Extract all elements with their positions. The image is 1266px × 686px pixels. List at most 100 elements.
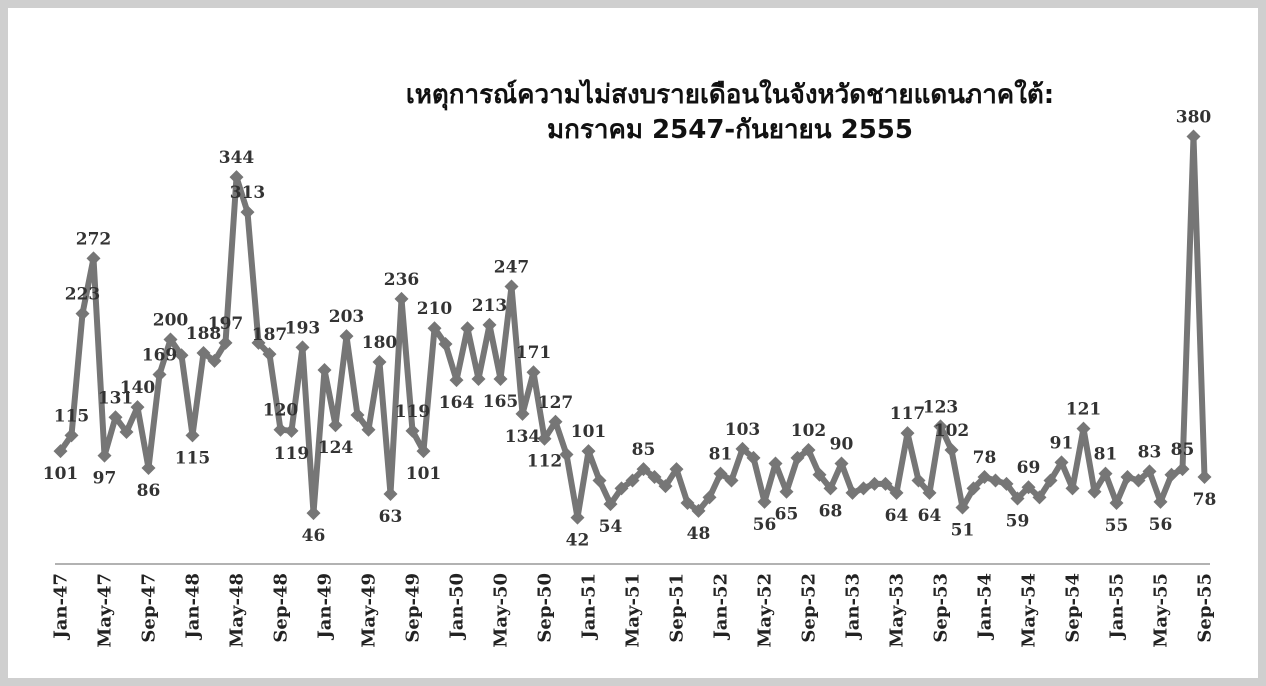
marker (856, 481, 871, 496)
marker (713, 466, 728, 481)
data-label: 120 (263, 401, 299, 421)
data-label: 51 (951, 520, 975, 540)
marker (427, 321, 442, 336)
data-label: 78 (1193, 490, 1217, 510)
x-tick-label: Jan-48 (183, 573, 204, 641)
marker (1098, 466, 1113, 481)
x-tick-label: May-53 (887, 573, 908, 648)
marker (911, 473, 926, 488)
data-label: 55 (1105, 516, 1129, 536)
marker (273, 422, 288, 437)
marker (636, 462, 651, 477)
marker (537, 431, 552, 446)
data-label: 169 (142, 345, 178, 365)
marker (284, 423, 299, 438)
x-tick-label: Sep-55 (1195, 573, 1216, 643)
marker (977, 470, 992, 485)
marker (53, 444, 68, 459)
marker (812, 467, 827, 482)
marker (867, 476, 882, 491)
marker (746, 450, 761, 465)
data-label: 63 (379, 507, 403, 527)
data-label: 140 (120, 378, 156, 398)
data-label: 165 (483, 392, 519, 412)
data-label: 127 (538, 393, 574, 413)
x-tick-label: Sep-50 (535, 573, 556, 643)
marker (295, 340, 310, 355)
marker (988, 473, 1003, 488)
marker (900, 426, 915, 441)
marker (944, 442, 959, 457)
marker (1054, 455, 1069, 470)
marker (526, 365, 541, 380)
data-label: 46 (302, 526, 326, 546)
x-tick-label: May-50 (491, 573, 512, 648)
data-label: 64 (885, 506, 909, 526)
marker (218, 335, 233, 350)
marker (460, 321, 475, 336)
marker (240, 205, 255, 220)
marker (768, 456, 783, 471)
data-label: 380 (1176, 108, 1212, 128)
data-label: 223 (65, 285, 101, 305)
marker (801, 442, 816, 457)
marker (889, 485, 904, 500)
marker (559, 447, 574, 462)
data-label: 115 (54, 406, 90, 426)
x-tick-label: Sep-54 (1063, 573, 1084, 643)
x-tick-label: Jan-51 (579, 573, 600, 641)
marker (449, 373, 464, 388)
data-label: 115 (175, 448, 211, 468)
marker (438, 337, 453, 352)
marker (86, 251, 101, 266)
data-label: 171 (516, 343, 552, 363)
data-label: 213 (472, 296, 508, 316)
marker (515, 406, 530, 421)
marker (691, 503, 706, 518)
data-label: 81 (709, 445, 733, 465)
x-tick-label: Sep-52 (799, 573, 820, 643)
x-tick-label: Jan-49 (315, 573, 336, 641)
marker (383, 486, 398, 501)
marker (328, 418, 343, 433)
marker (933, 419, 948, 434)
data-label: 101 (571, 422, 607, 442)
data-label: 112 (527, 452, 563, 472)
x-tick-label: May-54 (1019, 573, 1040, 648)
x-tick-label: May-52 (755, 573, 776, 648)
marker (163, 332, 178, 347)
data-label: 81 (1094, 445, 1118, 465)
data-label: 85 (632, 440, 656, 460)
x-tick-label: Jan-55 (1107, 573, 1128, 641)
marker (757, 494, 772, 509)
marker (1120, 470, 1135, 485)
marker (1175, 462, 1190, 477)
marker (614, 481, 629, 496)
x-tick-label: Sep-47 (139, 573, 160, 643)
marker (482, 317, 497, 332)
data-label: 123 (923, 397, 959, 417)
data-label: 124 (318, 438, 354, 458)
marker (625, 473, 640, 488)
marker (999, 476, 1014, 491)
data-label: 78 (973, 448, 997, 468)
data-label: 121 (1066, 400, 1102, 420)
data-label: 272 (76, 229, 112, 249)
marker (680, 495, 695, 510)
marker (372, 355, 387, 370)
marker (262, 347, 277, 362)
data-label: 344 (219, 148, 255, 168)
marker (1197, 470, 1212, 485)
data-label: 134 (505, 427, 541, 447)
data-label: 59 (1006, 511, 1030, 531)
marker (790, 450, 805, 465)
data-label: 187 (252, 325, 288, 345)
marker (779, 484, 794, 499)
marker (141, 461, 156, 476)
marker (1065, 481, 1080, 496)
marker (581, 444, 596, 459)
marker (108, 410, 123, 425)
marker (702, 490, 717, 505)
